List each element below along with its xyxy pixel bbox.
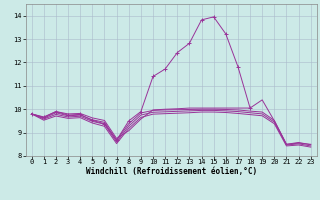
X-axis label: Windchill (Refroidissement éolien,°C): Windchill (Refroidissement éolien,°C): [86, 167, 257, 176]
